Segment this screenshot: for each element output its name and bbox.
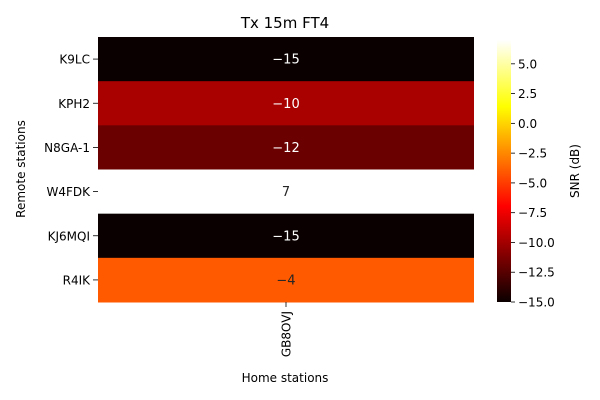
- y-tick-label: W4FDK: [46, 185, 91, 199]
- colorbar-tick-label: 0.0: [518, 117, 537, 131]
- cell-annotations: −15 −10 −12 7 −15 −4: [272, 53, 299, 289]
- heatmap-cell: [98, 37, 474, 82]
- colorbar: [497, 40, 511, 302]
- cell-value-label: −12: [272, 141, 299, 156]
- heatmap-cell: [98, 257, 474, 303]
- cell-value-label: −4: [276, 273, 295, 288]
- cell-value-label: −15: [272, 53, 299, 68]
- heatmap-cell: [98, 213, 474, 259]
- heatmap-cells: [98, 37, 474, 303]
- colorbar-tick-label: −10.0: [518, 236, 555, 250]
- y-tick-label: N8GA-1: [44, 141, 90, 155]
- heatmap-cell: [98, 125, 474, 170]
- colorbar-tick-label: −12.5: [518, 266, 555, 280]
- colorbar-label: SNR (dB): [568, 144, 582, 198]
- y-tick-label: KPH2: [58, 97, 90, 111]
- colorbar-tick-label: 5.0: [518, 57, 537, 71]
- heatmap-cell: [98, 81, 474, 126]
- chart-title: Tx 15m FT4: [240, 14, 329, 32]
- y-tick-label: KJ6MQI: [48, 229, 90, 243]
- y-tick-label: R4IK: [63, 273, 92, 287]
- x-axis-ticks: GB8OVJ: [280, 302, 294, 357]
- colorbar-tick-label: −2.5: [518, 147, 547, 161]
- cell-value-label: −10: [272, 97, 299, 112]
- colorbar-tick-label: −15.0: [518, 296, 555, 310]
- colorbar-tick-label: −5.0: [518, 176, 547, 190]
- x-tick-label: GB8OVJ: [280, 311, 294, 357]
- heatmap-cell: [98, 169, 474, 215]
- y-axis-label: Remote stations: [14, 120, 28, 218]
- y-tick-label: K9LC: [59, 53, 90, 67]
- cell-value-label: −15: [272, 229, 299, 244]
- colorbar-ticks: 5.0 2.5 0.0 −2.5 −5.0 −7.5 −10.0 −12.5 −15.0: [511, 57, 555, 310]
- cell-value-label: 7: [282, 185, 290, 200]
- colorbar-tick-label: 2.5: [518, 87, 537, 101]
- y-axis-ticks: K9LC KPH2 N8GA-1 W4FDK KJ6MQI R4IK: [44, 53, 98, 287]
- colorbar-tick-label: −7.5: [518, 206, 547, 220]
- x-axis-label: Home stations: [242, 371, 329, 385]
